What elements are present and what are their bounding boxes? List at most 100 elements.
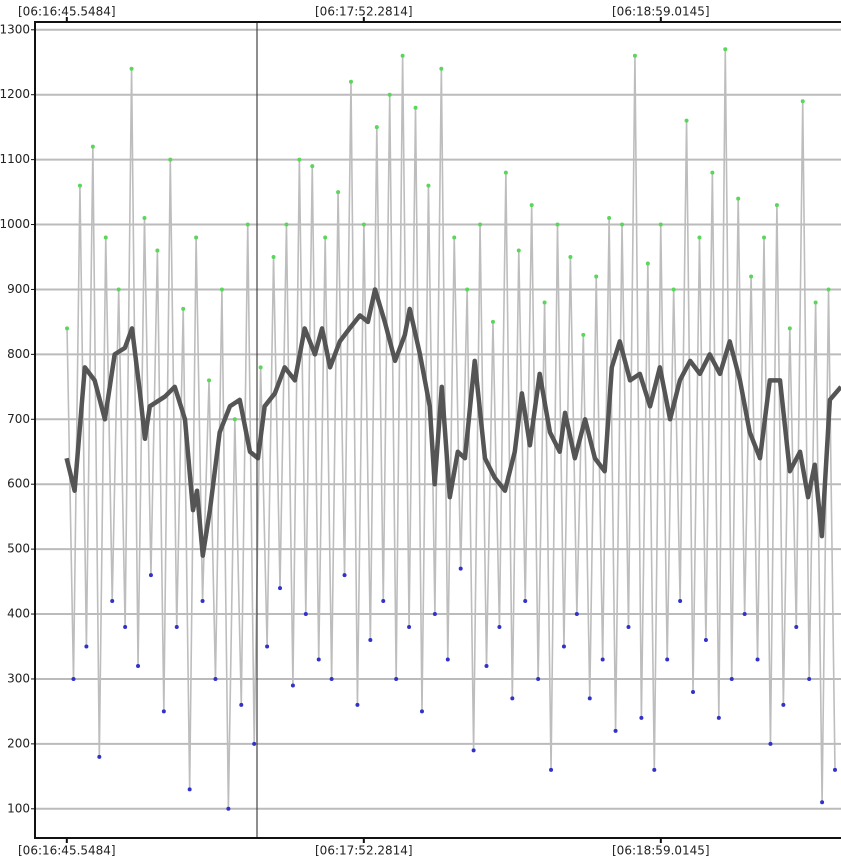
- data-point: [155, 248, 160, 253]
- data-point: [278, 586, 283, 591]
- data-point: [110, 599, 115, 604]
- x-tick-label-top: [06:16:45.5484]: [18, 5, 116, 19]
- data-point: [587, 696, 592, 701]
- y-tick-label: 1000: [0, 217, 30, 231]
- data-point: [581, 332, 586, 337]
- data-point: [665, 657, 670, 662]
- y-tick-label: 700: [7, 412, 30, 426]
- data-point: [678, 599, 683, 604]
- data-point: [361, 222, 366, 227]
- data-point: [645, 261, 650, 266]
- y-tick-label: 500: [7, 542, 30, 556]
- data-point: [413, 105, 418, 110]
- data-point: [355, 702, 360, 707]
- data-point: [148, 573, 153, 578]
- data-point: [161, 709, 166, 714]
- data-point: [116, 287, 121, 292]
- data-point: [716, 715, 721, 720]
- data-point: [723, 47, 728, 52]
- data-point: [181, 306, 186, 311]
- data-point: [555, 222, 560, 227]
- data-point: [239, 702, 244, 707]
- data-point: [290, 683, 295, 688]
- data-point: [316, 657, 321, 662]
- data-point: [368, 638, 373, 643]
- data-point: [194, 235, 199, 240]
- data-point: [329, 676, 334, 681]
- data-point: [426, 183, 431, 188]
- data-point: [703, 638, 708, 643]
- data-point: [484, 663, 489, 668]
- data-point: [652, 767, 657, 772]
- data-point: [478, 222, 483, 227]
- data-point: [174, 625, 179, 630]
- data-point: [710, 170, 715, 175]
- data-point: [207, 378, 212, 383]
- data-point: [787, 326, 792, 331]
- y-tick-label: 900: [7, 282, 30, 296]
- data-point: [271, 254, 276, 259]
- data-point: [439, 66, 444, 71]
- data-point: [348, 79, 353, 84]
- data-point: [620, 222, 625, 227]
- data-point: [400, 53, 405, 58]
- data-point: [432, 612, 437, 617]
- data-point: [465, 287, 470, 292]
- data-point: [671, 287, 676, 292]
- data-point: [574, 612, 579, 617]
- data-point: [742, 612, 747, 617]
- data-point: [90, 144, 95, 149]
- data-point: [374, 125, 379, 130]
- data-point: [226, 806, 231, 811]
- x-tick-label-top: [06:17:52.2814]: [315, 5, 413, 19]
- y-tick-label: 400: [7, 607, 30, 621]
- data-point: [729, 676, 734, 681]
- data-point: [297, 157, 302, 162]
- data-point: [200, 599, 205, 604]
- data-point: [419, 709, 424, 714]
- data-point: [762, 235, 767, 240]
- data-point: [303, 612, 308, 617]
- data-point: [697, 235, 702, 240]
- data-point: [691, 689, 696, 694]
- data-point: [639, 715, 644, 720]
- data-point: [232, 417, 237, 422]
- data-point: [265, 644, 270, 649]
- x-tick-label: [06:17:52.2814]: [315, 844, 413, 858]
- data-point: [600, 657, 605, 662]
- data-point: [820, 800, 825, 805]
- data-point: [490, 319, 495, 324]
- data-point: [452, 235, 457, 240]
- data-point: [536, 676, 541, 681]
- data-point: [807, 676, 812, 681]
- data-point: [71, 676, 76, 681]
- data-point: [826, 287, 831, 292]
- data-point: [310, 164, 315, 169]
- y-tick-label: 1200: [0, 87, 30, 101]
- data-point: [458, 566, 463, 571]
- data-point: [187, 787, 192, 792]
- y-tick-label: 1100: [0, 152, 30, 166]
- data-point: [123, 625, 128, 630]
- data-point: [736, 196, 741, 201]
- x-tick-label: [06:16:45.5484]: [18, 844, 116, 858]
- data-point: [284, 222, 289, 227]
- data-point: [813, 300, 818, 305]
- data-point: [658, 222, 663, 227]
- data-point: [607, 216, 612, 221]
- data-point: [781, 702, 786, 707]
- y-tick-label: 200: [7, 736, 30, 750]
- x-tick-label: [06:18:59.0145]: [612, 844, 710, 858]
- y-tick-label: 300: [7, 671, 30, 685]
- data-point: [97, 754, 102, 759]
- data-point: [471, 748, 476, 753]
- data-point: [549, 767, 554, 772]
- data-point: [245, 222, 250, 227]
- data-point: [65, 326, 70, 331]
- data-point: [684, 118, 689, 123]
- data-point: [213, 676, 218, 681]
- plot-border: [34, 21, 841, 839]
- data-point: [394, 676, 399, 681]
- data-point: [342, 573, 347, 578]
- data-point: [516, 248, 521, 253]
